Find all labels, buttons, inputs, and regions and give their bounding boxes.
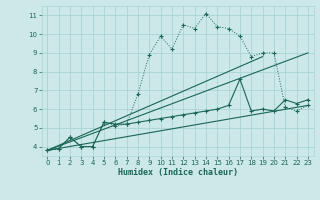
X-axis label: Humidex (Indice chaleur): Humidex (Indice chaleur) xyxy=(118,168,237,177)
